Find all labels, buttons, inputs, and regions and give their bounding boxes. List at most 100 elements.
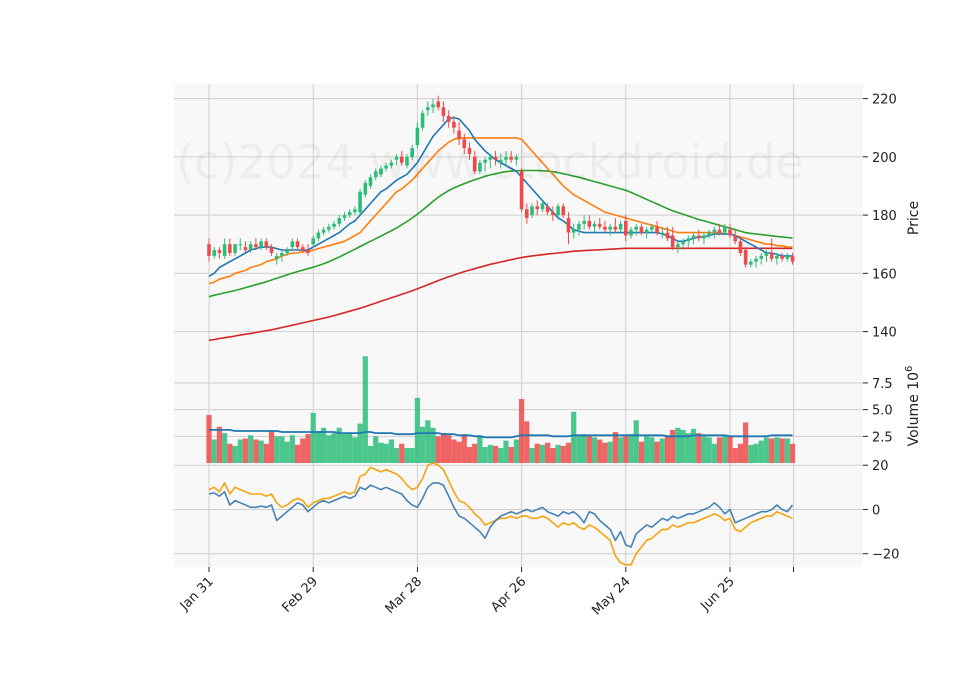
candle-body bbox=[530, 206, 534, 216]
candle-body bbox=[686, 238, 691, 242]
candle-body bbox=[264, 241, 269, 248]
candle-body bbox=[775, 255, 779, 259]
candle-body bbox=[592, 223, 597, 227]
candle-body bbox=[431, 104, 435, 108]
volume-bar bbox=[383, 443, 389, 463]
candle-body bbox=[311, 238, 315, 245]
volume-bar bbox=[237, 439, 243, 463]
x-axis: Jan 31 Feb 29 Mar 28 Apr 26 May 24 Jun 25 bbox=[177, 567, 795, 618]
volume-bar bbox=[545, 442, 551, 463]
oscillator-panel: 20 0 −20 bbox=[174, 459, 899, 567]
candle-body bbox=[702, 235, 706, 239]
candle-body bbox=[665, 232, 670, 239]
volume-bar bbox=[263, 443, 269, 463]
price-panel: 140 160 180 200 220 bbox=[174, 84, 897, 352]
candle-body bbox=[759, 255, 764, 259]
volume-bar bbox=[602, 442, 608, 463]
volume-bar bbox=[597, 439, 603, 463]
date-tick-label: Mar 28 bbox=[383, 574, 426, 617]
volume-bar bbox=[716, 437, 723, 463]
date-tick-label: Jun 25 bbox=[698, 574, 738, 614]
volume-bar bbox=[644, 435, 650, 463]
candle-body bbox=[582, 220, 586, 224]
candle-body bbox=[769, 252, 774, 259]
candle-body bbox=[676, 244, 680, 248]
candle-body bbox=[384, 165, 388, 169]
candle-body bbox=[597, 223, 602, 227]
candle-body bbox=[379, 168, 383, 175]
volume-bar bbox=[722, 436, 728, 463]
price-tick-label: 220 bbox=[872, 93, 897, 108]
candle-body bbox=[358, 191, 362, 213]
volume-bar bbox=[373, 436, 379, 463]
volume-bar bbox=[446, 435, 452, 463]
candle-body bbox=[212, 250, 217, 256]
candle-body bbox=[535, 206, 540, 210]
volume-bar bbox=[737, 443, 744, 463]
volume-bar bbox=[289, 435, 295, 463]
volume-bar bbox=[586, 435, 592, 463]
volume-bar bbox=[623, 436, 629, 463]
volume-bar bbox=[279, 436, 285, 463]
volume-bar bbox=[685, 433, 691, 463]
volume-bar bbox=[748, 444, 754, 463]
volume-bar bbox=[784, 438, 790, 463]
volume-bar bbox=[232, 445, 238, 463]
volume-bar bbox=[253, 439, 259, 463]
candle-body bbox=[525, 209, 529, 218]
candle-body bbox=[462, 139, 467, 149]
volume-bar bbox=[571, 411, 577, 463]
price-tick-label: 200 bbox=[872, 151, 897, 166]
volume-tick-label: 7.5 bbox=[872, 377, 893, 392]
candle-body bbox=[342, 215, 347, 218]
volume-bar bbox=[701, 436, 707, 463]
candle-body bbox=[410, 148, 414, 157]
volume-bar bbox=[758, 440, 764, 463]
volume-bar bbox=[352, 437, 358, 463]
candle-body bbox=[452, 121, 456, 128]
volume-bar bbox=[727, 436, 733, 463]
candle-body bbox=[650, 226, 654, 230]
volume-bar bbox=[461, 434, 467, 463]
volume-bar bbox=[242, 438, 249, 463]
volume-bar bbox=[539, 444, 546, 463]
candle-body bbox=[660, 232, 665, 234]
volume-bar bbox=[258, 440, 264, 463]
candle-body bbox=[300, 247, 305, 251]
volume-bar bbox=[326, 435, 332, 463]
candle-body bbox=[373, 171, 378, 178]
volume-bar bbox=[284, 441, 290, 463]
volume-bar bbox=[435, 436, 441, 463]
volume-bar bbox=[706, 437, 712, 463]
candle-body bbox=[394, 156, 399, 160]
candle-body bbox=[478, 162, 482, 172]
candle-body bbox=[743, 250, 748, 265]
candle-body bbox=[561, 206, 566, 216]
candle-body bbox=[488, 156, 493, 160]
volume-bar bbox=[560, 445, 566, 463]
price-panel-background bbox=[174, 84, 863, 352]
date-tick-label: Apr 26 bbox=[488, 574, 529, 615]
candle-body bbox=[389, 162, 394, 166]
candle-body bbox=[368, 177, 373, 186]
volume-bar bbox=[753, 443, 759, 463]
oscillator-tick-label: 0 bbox=[872, 503, 880, 518]
volume-bar bbox=[670, 429, 676, 463]
candle-body bbox=[670, 235, 675, 248]
candle-body bbox=[269, 247, 274, 253]
volume-bar bbox=[409, 448, 415, 463]
volume-bar bbox=[211, 439, 217, 463]
volume-bar bbox=[633, 420, 639, 463]
volume-bar bbox=[550, 448, 556, 463]
price-tick-label: 180 bbox=[872, 209, 897, 224]
price-axis-label: Price bbox=[906, 201, 922, 235]
sma-longest-line bbox=[208, 247, 793, 342]
date-tick-label: Feb 29 bbox=[280, 574, 322, 616]
candle-body bbox=[639, 226, 644, 233]
volume-bar bbox=[743, 422, 749, 463]
volume-bar bbox=[628, 434, 634, 463]
candle-body bbox=[415, 127, 420, 146]
candle-body bbox=[509, 156, 513, 160]
candle-body bbox=[295, 241, 300, 248]
candle-body bbox=[457, 130, 461, 140]
